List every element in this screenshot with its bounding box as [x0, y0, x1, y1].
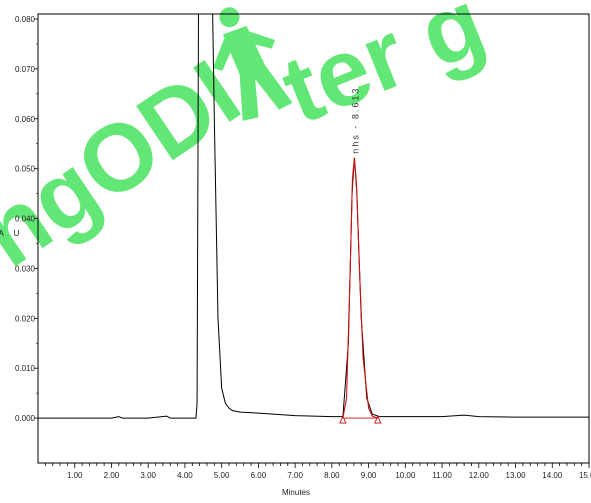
x-tick-label: 6.00	[251, 471, 267, 480]
y-tick-label: 0.070	[15, 65, 36, 74]
y-axis-label: A U	[0, 229, 23, 238]
y-tick-label: 0.080	[15, 15, 36, 24]
y-tick-label: 0.020	[15, 314, 36, 323]
x-tick-label: 9.00	[361, 471, 377, 480]
peak-integration-line	[342, 157, 378, 419]
x-tick-label: 11.00	[432, 471, 452, 480]
x-tick-label: 7.00	[287, 471, 303, 480]
x-tick-label: 14.00	[542, 471, 563, 480]
x-tick-label: 1.00	[67, 471, 83, 480]
x-tick-label: 3.00	[140, 471, 156, 480]
x-tick-label: 13.00	[506, 471, 527, 480]
peak-start-marker	[339, 414, 347, 424]
y-tick-label: 0.000	[15, 414, 36, 423]
x-tick-label: 5.00	[214, 471, 230, 480]
y-tick-label: 0.050	[15, 165, 36, 174]
x-tick-label: 2.00	[104, 471, 120, 480]
peak-annotation	[339, 157, 382, 424]
watermark: ngODI ter g	[0, 0, 499, 287]
watermark-text-left: ngODI	[0, 40, 258, 287]
walking-person-icon	[212, 7, 293, 121]
x-axis: 1.00 2.00 3.00 4.00 5.00 6.00 7.00 8.00 9.00 10.0…	[44, 463, 591, 480]
x-axis-label: Minutes	[282, 488, 310, 497]
x-tick-label: 4.00	[177, 471, 193, 480]
y-axis: 0.000 0.010 0.020 0.030 0.040 0.050 0.060 0.070…	[15, 15, 38, 423]
y-tick-label: 0.040	[15, 215, 36, 224]
y-tick-label: 0.060	[15, 115, 36, 124]
watermark-text-right: ter g	[268, 0, 499, 144]
peak-label: nhs - 8.613	[350, 87, 360, 154]
plot-frame	[37, 13, 590, 464]
x-tick-label: 15.00	[579, 471, 591, 480]
series-line-0	[38, 14, 589, 419]
x-tick-label: 10.00	[395, 471, 416, 480]
x-tick-label: 8.00	[324, 471, 340, 480]
y-tick-label: 0.030	[15, 264, 36, 273]
x-tick-label: 12.00	[469, 471, 490, 480]
series-layer	[38, 14, 589, 419]
y-tick-label: 0.010	[15, 364, 36, 373]
peak-end-marker	[374, 414, 382, 424]
